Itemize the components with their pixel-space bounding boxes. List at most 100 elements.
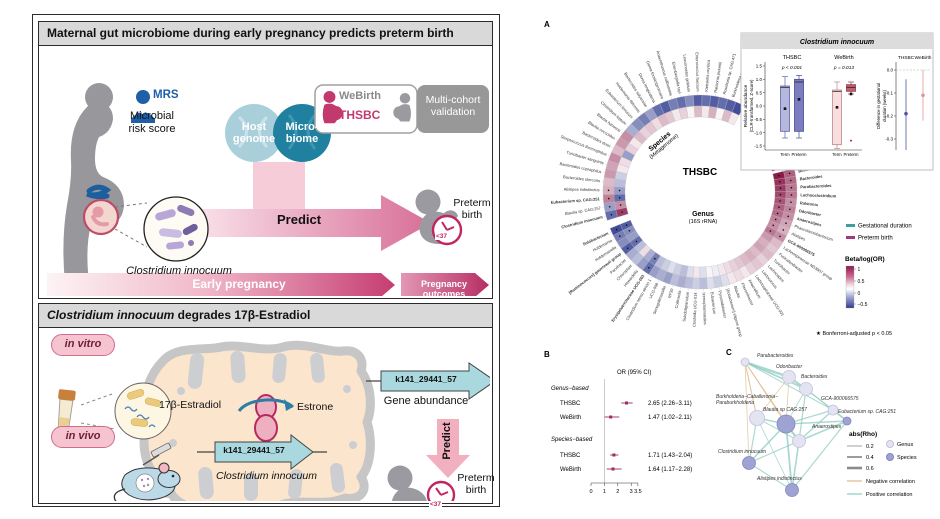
mrs-person-icon: [131, 90, 155, 123]
timeline-outcomes-arrow: [401, 273, 489, 296]
svg-text:B: B: [544, 350, 550, 359]
gene-abundance-label: Gene abundance: [383, 395, 469, 407]
inset-pvalue: p < 0.001: [781, 65, 802, 71]
multicohort-label: Multi-cohort validation: [425, 94, 481, 118]
significance-star: [782, 229, 785, 231]
svg-text:-0.1: -0.1: [885, 91, 893, 96]
network-node-label: Burkholderia−Caballeronia−: [716, 394, 778, 400]
panel-prediction-title: Maternal gut microbiome during early pre…: [39, 22, 492, 46]
ci-point: [921, 93, 925, 98]
gestational-swatch: [846, 224, 855, 227]
svg-text:-0.3: -0.3: [885, 137, 893, 142]
forest-or-text: 1.64 (1.17−2.28): [648, 467, 692, 473]
forest-or-text: 2.65 (2.26−3.11): [648, 401, 692, 407]
significance-star: [654, 257, 656, 260]
svg-text:Izemoplasmatales: Izemoplasmatales: [702, 292, 708, 324]
significance-star: [619, 235, 621, 237]
svg-text:Preterm birth: Preterm birth: [858, 236, 893, 242]
clock-under37-label: <37: [435, 233, 449, 240]
svg-text:Enterococcus faecium: Enterococcus faecium: [695, 52, 701, 92]
svg-text:Eubacterium sp. CAG:251: Eubacterium sp. CAG:251: [551, 196, 601, 205]
svg-text:Term: Term: [832, 152, 842, 157]
genus-cell-gd: [692, 277, 700, 290]
svg-text:Lachnoclostridium: Lachnoclostridium: [800, 192, 836, 198]
svg-text:2: 2: [616, 489, 619, 495]
svg-text:Eisenbergiella tayi: Eisenbergiella tayi: [671, 61, 682, 94]
forest-group-label: Species−based: [551, 437, 593, 443]
species-cell-ptb: [693, 105, 703, 118]
invitro-badge: in vitro: [51, 334, 115, 356]
svg-text:Positive correlation: Positive correlation: [866, 492, 912, 498]
significance-star: [790, 201, 792, 203]
significance-star: [790, 194, 793, 196]
network-node-label: Anaerostipes: [811, 424, 842, 430]
genus-cell-ptb: [692, 266, 701, 279]
significance-star: [789, 179, 792, 182]
network-node: [785, 483, 799, 497]
network-node: [742, 456, 756, 470]
network-edge: [756, 417, 793, 491]
svg-text:Subdoligranulum: Subdoligranulum: [681, 291, 690, 322]
significance-star: [774, 218, 777, 221]
significance-star: [628, 229, 631, 232]
svg-text:THSBC: THSBC: [898, 55, 915, 61]
thsbc-label: THSBC: [339, 108, 381, 122]
svg-text:Klebsiella oxytoca: Klebsiella oxytoca: [704, 59, 711, 92]
svg-text:Anaerostipes: Anaerostipes: [796, 216, 823, 228]
species-cell-ptb: [701, 105, 710, 118]
svg-text:Preterm: Preterm: [844, 152, 859, 157]
forest-header: OR (95% CI): [617, 370, 651, 376]
significance-star: [647, 267, 650, 269]
svg-text:3: 3: [630, 489, 633, 495]
significance-star: [785, 222, 787, 225]
significance-star: [787, 215, 790, 218]
species-cell-gd: [684, 95, 695, 108]
svg-text:-1.0: -1.0: [754, 130, 762, 135]
cinnocuum-bacterium-icon: [254, 394, 278, 442]
species-cell-gd: [701, 94, 711, 107]
svg-text:0: 0: [589, 489, 592, 495]
magnify-line: [114, 202, 148, 208]
svg-text:Genus: Genus: [897, 442, 913, 448]
svg-text:Leuconostoc gelidum: Leuconostoc gelidum: [682, 54, 691, 93]
network-edge: [756, 376, 790, 419]
forest-point: [612, 453, 616, 457]
significance-star: [618, 189, 621, 192]
boxplot-box: [832, 89, 842, 146]
network-edge: [798, 388, 807, 442]
estradiol-label: 17β-Estradiol: [159, 399, 222, 411]
significance-star: [776, 212, 779, 215]
predict-down-label: Predict: [441, 422, 453, 460]
network-node: [842, 416, 852, 426]
species-cell-ptb: [727, 111, 740, 126]
culture-circle-icon: [114, 382, 172, 440]
significance-star: [635, 240, 638, 243]
significance-star: [607, 189, 610, 192]
network-node: [749, 410, 765, 426]
predict-arrow: [185, 195, 431, 251]
predict-down-arrow: [426, 419, 470, 478]
svg-text:0.2: 0.2: [866, 444, 874, 450]
network-edge: [744, 361, 834, 411]
significance-star: [779, 235, 781, 238]
svg-text:Ralstonia pickettii: Ralstonia pickettii: [713, 61, 723, 93]
inset2-ylabel: Difference in gestational: [876, 83, 881, 129]
panel-mechanism-title-rest: degrades 17β-Estradiol: [174, 308, 311, 322]
svg-text:Paraburkholderia: Paraburkholderia: [716, 400, 754, 406]
svg-text:A: A: [544, 20, 550, 29]
pregnant-woman-silhouette: [63, 83, 124, 283]
inset-pvalue: p = 0.013: [833, 65, 854, 71]
boxplot-outlier: [850, 139, 852, 142]
significance-star: [610, 213, 613, 216]
significance-star: [607, 197, 610, 200]
host-genome-circle: [225, 104, 283, 162]
network-edge: [744, 361, 807, 390]
svg-text:Preterm: Preterm: [792, 152, 807, 157]
svg-text:Term: Term: [780, 152, 790, 157]
inset-title: Clostridium innocuum: [800, 39, 874, 46]
significance-star: [779, 193, 782, 196]
svg-text:1.5: 1.5: [756, 64, 763, 69]
svg-text:0.5: 0.5: [858, 279, 865, 285]
forest-point: [611, 467, 615, 471]
